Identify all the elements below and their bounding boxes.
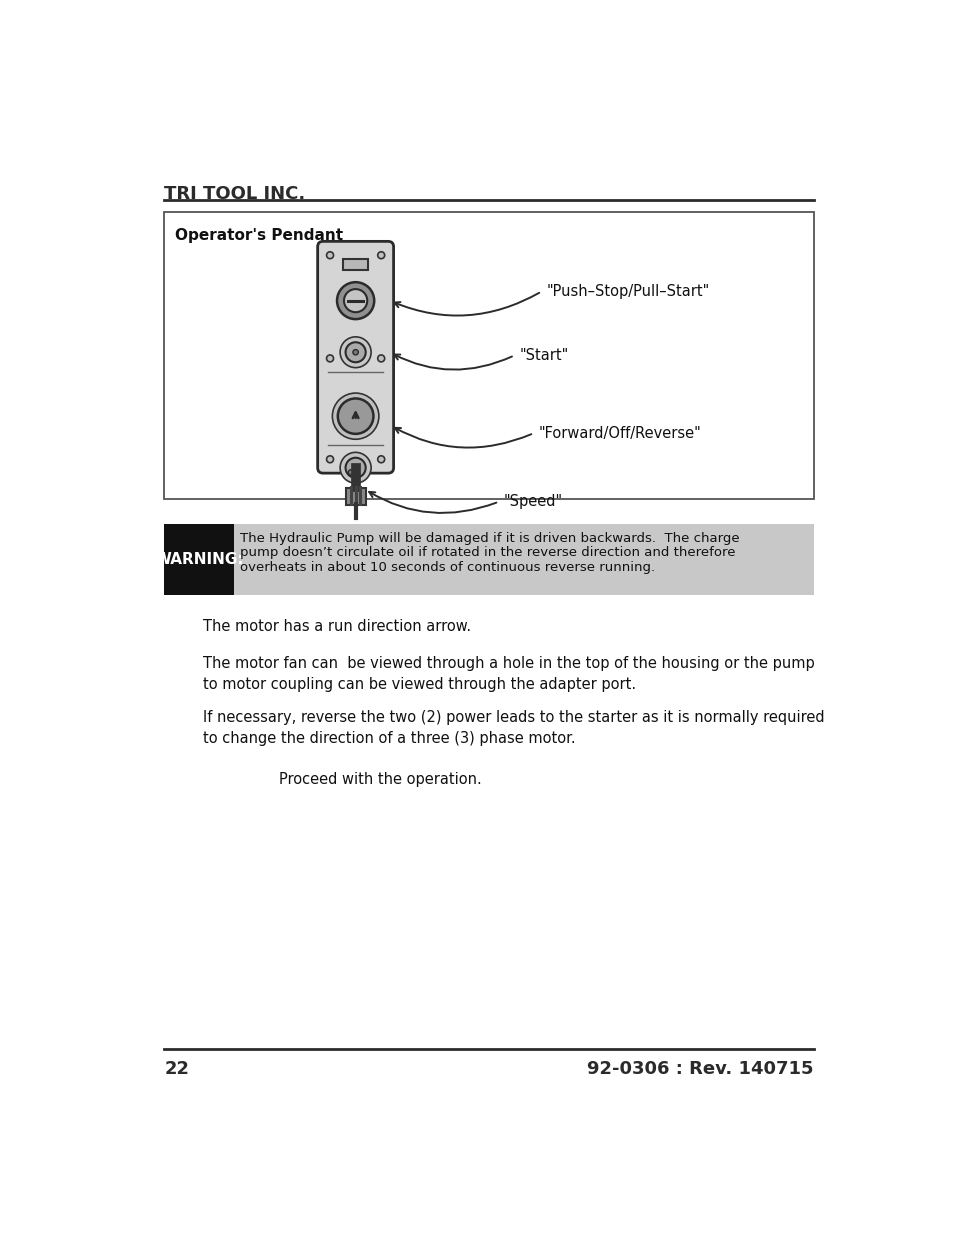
Circle shape [340, 337, 371, 368]
FancyBboxPatch shape [164, 524, 233, 595]
Circle shape [332, 393, 378, 440]
Circle shape [345, 458, 365, 478]
FancyBboxPatch shape [345, 488, 365, 505]
Circle shape [377, 252, 384, 258]
FancyBboxPatch shape [343, 259, 368, 270]
Text: If necessary, reverse the two (2) power leads to the starter as it is normally r: If necessary, reverse the two (2) power … [203, 710, 823, 746]
Text: TRI TOOL INC.: TRI TOOL INC. [164, 185, 305, 204]
Text: 22: 22 [164, 1060, 189, 1078]
Text: Operator's Pendant: Operator's Pendant [174, 227, 343, 242]
FancyBboxPatch shape [317, 241, 394, 473]
Circle shape [377, 354, 384, 362]
Circle shape [345, 342, 365, 362]
Text: "Forward/Off/Reverse": "Forward/Off/Reverse" [537, 426, 700, 441]
Text: Proceed with the operation.: Proceed with the operation. [241, 772, 481, 787]
FancyBboxPatch shape [164, 524, 813, 595]
Text: The motor has a run direction arrow.: The motor has a run direction arrow. [203, 620, 471, 635]
Text: The Hydraulic Pump will be damaged if it is driven backwards.  The charge: The Hydraulic Pump will be damaged if it… [240, 531, 739, 545]
Text: overheats in about 10 seconds of continuous reverse running.: overheats in about 10 seconds of continu… [240, 561, 655, 574]
Circle shape [377, 456, 384, 463]
Circle shape [336, 282, 374, 319]
Circle shape [348, 469, 354, 475]
Circle shape [326, 456, 334, 463]
Circle shape [337, 399, 373, 433]
Circle shape [344, 289, 367, 312]
Circle shape [326, 354, 334, 362]
Text: pump doesn’t circulate oil if rotated in the reverse direction and therefore: pump doesn’t circulate oil if rotated in… [240, 546, 735, 559]
Text: 92-0306 : Rev. 140715: 92-0306 : Rev. 140715 [586, 1060, 813, 1078]
Text: The motor fan can  be viewed through a hole in the top of the housing or the pum: The motor fan can be viewed through a ho… [203, 656, 814, 693]
Circle shape [340, 452, 371, 483]
Circle shape [326, 252, 334, 258]
Text: "Speed": "Speed" [503, 494, 562, 509]
Text: WARNING:: WARNING: [154, 552, 244, 567]
Circle shape [353, 350, 358, 354]
Text: "Start": "Start" [518, 348, 568, 363]
Text: "Push–Stop/Pull–Start": "Push–Stop/Pull–Start" [546, 284, 709, 299]
FancyBboxPatch shape [164, 212, 813, 499]
